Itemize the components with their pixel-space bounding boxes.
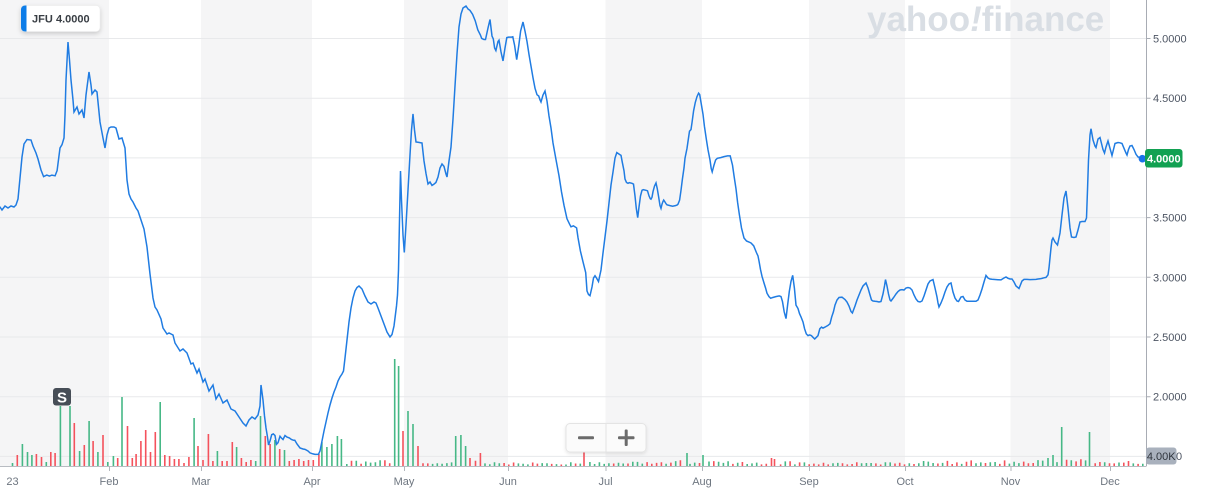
svg-text:Apr: Apr xyxy=(303,476,320,488)
svg-text:4.0000: 4.0000 xyxy=(1147,154,1181,166)
svg-text:Feb: Feb xyxy=(100,476,119,488)
svg-text:23: 23 xyxy=(6,476,18,488)
svg-text:Nov: Nov xyxy=(1001,476,1021,488)
svg-text:Aug: Aug xyxy=(692,476,712,488)
svg-text:2.0000: 2.0000 xyxy=(1153,392,1187,404)
svg-text:3.5000: 3.5000 xyxy=(1153,213,1187,225)
svg-text:0: 0 xyxy=(1176,451,1182,463)
svg-text:Jun: Jun xyxy=(499,476,517,488)
svg-text:4.5000: 4.5000 xyxy=(1153,93,1187,105)
svg-text:S: S xyxy=(57,389,67,406)
svg-text:5.0000: 5.0000 xyxy=(1153,34,1187,46)
svg-text:JFU: JFU xyxy=(32,14,53,26)
svg-text:Sep: Sep xyxy=(799,476,819,488)
svg-text:4.0000: 4.0000 xyxy=(56,14,90,26)
svg-text:4.00K: 4.00K xyxy=(1147,451,1176,463)
svg-text:Mar: Mar xyxy=(192,476,211,488)
svg-text:yahoo!finance: yahoo!finance xyxy=(867,0,1104,39)
svg-text:Oct: Oct xyxy=(896,476,913,488)
svg-text:Jul: Jul xyxy=(598,476,612,488)
svg-text:3.0000: 3.0000 xyxy=(1153,272,1187,284)
svg-text:Dec: Dec xyxy=(1100,476,1120,488)
svg-text:2.5000: 2.5000 xyxy=(1153,332,1187,344)
svg-text:May: May xyxy=(394,476,415,488)
